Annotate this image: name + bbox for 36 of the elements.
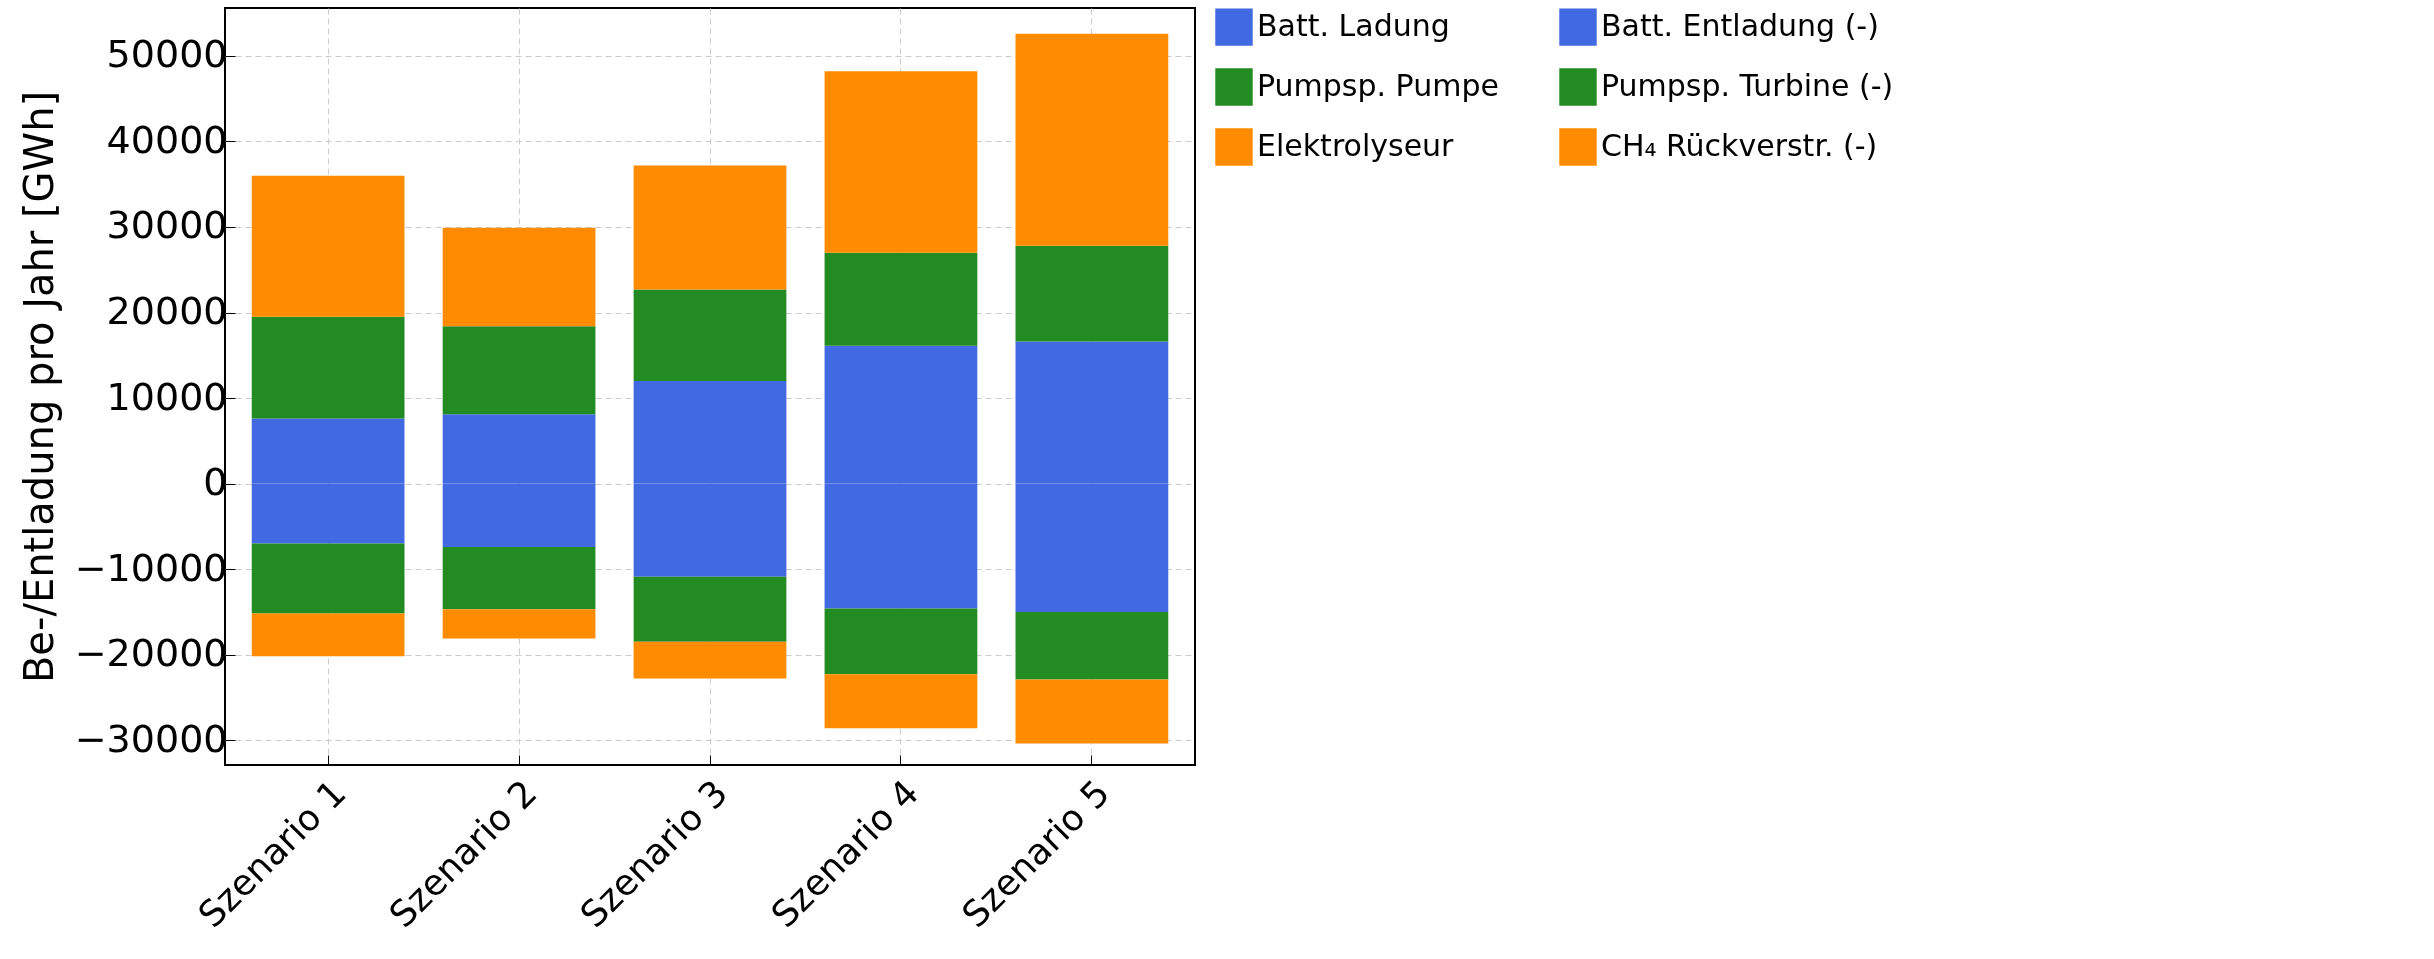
- bar: [824, 71, 978, 253]
- legend-label: CH₄ Rückverstr. (-): [1601, 128, 1878, 163]
- y-axis-title: Be-/Entladung pro Jahr [GWh]: [15, 90, 62, 684]
- legend-label: Elektrolyseur: [1257, 128, 1455, 163]
- y-tick-label: −20000: [74, 631, 228, 676]
- bar: [824, 252, 978, 346]
- y-tick-label: −30000: [74, 716, 228, 761]
- bar: [442, 609, 596, 639]
- bar: [442, 546, 596, 610]
- bar: [1015, 245, 1169, 342]
- legend-label: Pumpsp. Pumpe: [1257, 68, 1499, 103]
- bar: [633, 289, 787, 381]
- y-tick-label: 10000: [106, 374, 228, 419]
- y-tick-label: −10000: [74, 545, 228, 590]
- bar: [824, 608, 978, 675]
- bar: [442, 326, 596, 415]
- bar: [633, 641, 787, 679]
- y-tick-label: 50000: [106, 32, 228, 77]
- legend-label: Batt. Ladung: [1257, 8, 1450, 44]
- y-tick-label: 30000: [106, 203, 228, 248]
- bar: [1015, 33, 1169, 246]
- legend-label: Batt. Entladung (-): [1601, 8, 1879, 44]
- bar: [1015, 611, 1169, 680]
- bar: [824, 674, 978, 729]
- bar: [442, 227, 596, 327]
- bar: [251, 316, 405, 419]
- y-tick-label: 40000: [106, 117, 228, 162]
- bar: [251, 175, 405, 317]
- bar: [633, 576, 787, 642]
- y-tick-label: 0: [203, 460, 228, 505]
- bar: [251, 543, 405, 614]
- bar: [633, 165, 787, 290]
- y-tick-label: 20000: [106, 289, 228, 334]
- legend-label: Pumpsp. Turbine (-): [1601, 68, 1894, 103]
- bar: [1015, 679, 1169, 744]
- bar: [251, 613, 405, 657]
